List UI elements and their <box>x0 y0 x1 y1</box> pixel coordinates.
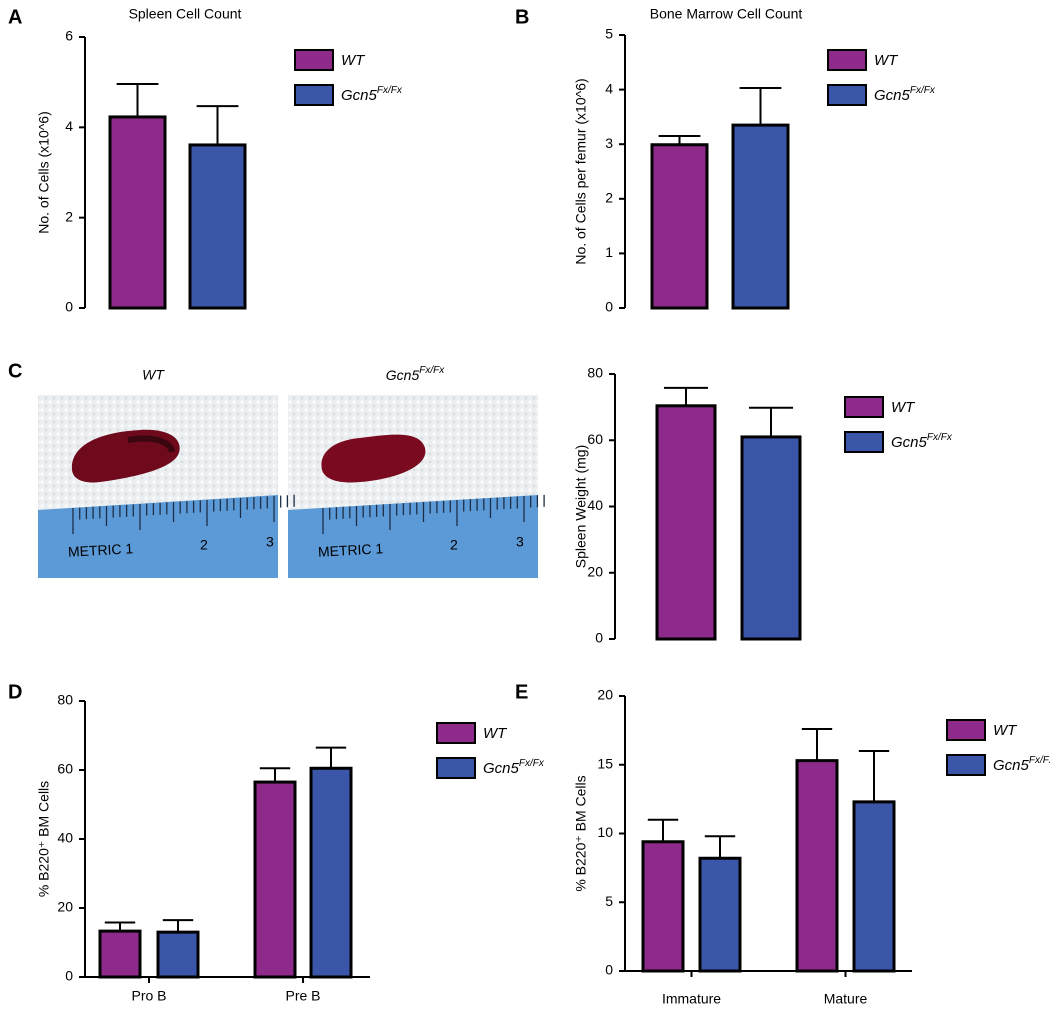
y-tick-label: 10 <box>597 824 613 840</box>
chart-title: Bone Marrow Cell Count <box>650 6 803 22</box>
ruler-label: 2 <box>450 537 458 553</box>
legend-label: Gcn5Fx/Fx <box>891 432 953 451</box>
legend-label: WT <box>341 52 366 69</box>
y-tick-label: 60 <box>587 431 603 447</box>
x-tick-label: Pre B <box>285 988 320 1004</box>
y-tick-label: 0 <box>65 299 73 315</box>
y-axis-label: Spleen Weight (mg) <box>573 445 589 568</box>
bar <box>108 115 167 310</box>
y-tick-label: 5 <box>605 893 613 909</box>
ruler-label: 3 <box>266 534 274 550</box>
legend-swatch <box>827 49 867 71</box>
legend-label: Gcn5Fx/Fx <box>341 85 403 104</box>
ruler-label: 3 <box>516 534 524 550</box>
photo-label: WT <box>142 367 165 383</box>
legend-swatch <box>946 754 986 776</box>
legend-swatch <box>294 49 334 71</box>
panel-letter: E <box>515 681 528 703</box>
ruler-ticks <box>72 494 295 534</box>
y-tick-label: 0 <box>605 299 613 315</box>
legend-label: WT <box>993 722 1018 739</box>
bar <box>795 759 839 973</box>
bar <box>698 856 742 973</box>
bar <box>650 143 709 310</box>
legend-swatch <box>436 757 476 779</box>
legend-swatch <box>436 722 476 744</box>
x-tick-label: Immature <box>662 991 721 1007</box>
legend-label: WT <box>483 725 508 742</box>
photo-wt <box>38 395 278 578</box>
bar <box>188 143 247 310</box>
y-tick-label: 0 <box>605 962 613 978</box>
chart-title: Spleen Cell Count <box>129 6 242 22</box>
y-axis-label: % B220⁺ BM Cells <box>36 781 52 897</box>
y-tick-label: 3 <box>605 135 613 151</box>
y-axis-label: % B220⁺ BM Cells <box>573 775 589 891</box>
photo-gcn5 <box>288 395 538 578</box>
legend-swatch <box>844 396 884 418</box>
y-tick-label: 40 <box>57 830 73 846</box>
panel-letter: A <box>8 6 22 28</box>
ruler-ticks <box>322 494 545 534</box>
bar <box>156 930 200 979</box>
y-axis-label: No. of Cells (x10^6) <box>36 111 52 234</box>
y-tick-label: 4 <box>65 118 73 134</box>
y-tick-label: 2 <box>605 190 613 206</box>
legend-label: Gcn5Fx/Fx <box>874 85 936 104</box>
legend-swatch <box>827 84 867 106</box>
bar <box>309 766 353 979</box>
bar <box>641 840 685 973</box>
y-tick-label: 0 <box>595 630 603 646</box>
legend-label: WT <box>874 52 899 69</box>
ruler-label: 2 <box>200 537 208 553</box>
legend-swatch <box>946 719 986 741</box>
ruler-label: METRIC 1 <box>68 540 134 559</box>
bar <box>253 780 297 979</box>
x-tick-label: Mature <box>824 991 868 1007</box>
photo-label: Gcn5Fx/Fx <box>386 365 445 383</box>
y-tick-label: 80 <box>587 365 603 381</box>
bar <box>98 929 142 979</box>
y-tick-label: 80 <box>57 692 73 708</box>
bar <box>852 800 896 973</box>
bar <box>731 123 790 310</box>
y-tick-label: 2 <box>65 208 73 224</box>
legend-swatch <box>294 84 334 106</box>
y-tick-label: 1 <box>605 244 613 260</box>
legend-label: Gcn5Fx/FX <box>993 755 1050 774</box>
legend-label: WT <box>891 399 916 416</box>
y-axis-label: No. of Cells per femur (x10^6) <box>573 78 589 264</box>
panel-letter: C <box>8 360 22 382</box>
bar <box>740 435 802 641</box>
ruler-label: METRIC 1 <box>318 540 384 559</box>
y-tick-label: 5 <box>605 26 613 42</box>
legend-label: Gcn5Fx/Fx <box>483 758 545 777</box>
y-tick-label: 20 <box>57 899 73 915</box>
y-tick-label: 15 <box>597 755 613 771</box>
y-tick-label: 4 <box>605 80 613 96</box>
y-tick-label: 6 <box>65 28 73 44</box>
y-tick-label: 0 <box>65 968 73 984</box>
panel-letter: D <box>8 681 22 703</box>
legend-swatch <box>844 431 884 453</box>
y-tick-label: 60 <box>57 761 73 777</box>
y-tick-label: 20 <box>597 687 613 703</box>
x-tick-label: Pro B <box>131 988 166 1004</box>
bar <box>655 404 717 641</box>
panel-letter: B <box>515 6 529 28</box>
y-tick-label: 20 <box>587 563 603 579</box>
y-tick-label: 40 <box>587 497 603 513</box>
